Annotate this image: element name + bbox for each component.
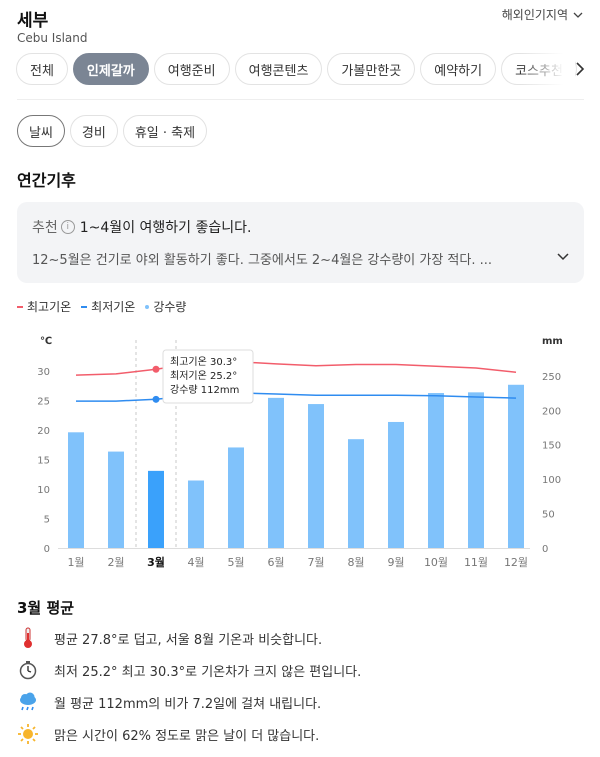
tab-booking[interactable]: 예약하기 [420, 53, 497, 85]
right-tick-label: 50 [542, 510, 555, 521]
chevron-right-icon [576, 62, 585, 76]
month-label: 9월 [387, 556, 404, 569]
legend-high-swatch [17, 305, 23, 308]
rain-bar[interactable] [388, 421, 404, 548]
legend-rain-swatch [145, 304, 150, 309]
main-tabs: 전체 인제갈까 여행준비 여행콘텐츠 가볼만한곳 예약하기 코스추천 [16, 53, 577, 85]
recommend-text: 1~4월이 여행하기 좋습니다. [79, 220, 252, 236]
stat-rain-text: 월 평균 112mm의 비가 7.2일에 걸쳐 내립니다. [54, 696, 322, 712]
legend-rain: 강수량 [145, 298, 186, 315]
rain-bar[interactable] [268, 397, 284, 548]
month-label: 6월 [267, 556, 284, 569]
climate-chart: ℃ mm 0 5 10 15 20 25 30 0 50 100 150 200 250 1월 2월 3월 4월 5월… [37, 336, 563, 569]
subtab-cost[interactable]: 경비 [69, 115, 118, 147]
left-tick-label: 30 [37, 367, 50, 378]
thermometer-icon [17, 627, 39, 649]
right-tick-label: 250 [542, 372, 561, 383]
chart-legend: 최고기온 최저기온 강수량 [17, 298, 186, 315]
legend-high: 최고기온 [17, 298, 71, 315]
rain-cloud-icon [17, 691, 39, 713]
clock-icon [17, 659, 39, 681]
tabs-next-button[interactable] [570, 58, 590, 80]
rain-bar[interactable] [188, 480, 204, 548]
month-label: 3월 [147, 555, 165, 569]
right-tick-label: 0 [542, 544, 548, 555]
right-tick-label: 200 [542, 406, 561, 417]
legend-low-swatch [81, 305, 88, 308]
left-axis-unit: ℃ [40, 336, 52, 347]
rain-bar[interactable] [68, 432, 84, 548]
chevron-down-icon [573, 12, 583, 18]
left-tick-label: 5 [44, 515, 50, 526]
stat-temperature: 평균 27.8°로 덥고, 서울 8월 기온과 비슷합니다. [17, 627, 322, 649]
stat-sunshine-text: 맑은 시간이 62% 정도로 맑은 날이 더 많습니다. [54, 728, 320, 744]
tab-preparation[interactable]: 여행준비 [153, 53, 230, 85]
high-temp-point [152, 365, 160, 373]
rain-bar[interactable] [508, 384, 524, 548]
chart-tooltip [162, 349, 254, 404]
recommend-label: 추천 [32, 220, 58, 236]
left-tick-label: 20 [37, 426, 50, 437]
low-temp-point [152, 395, 160, 403]
stat-temperature-text: 평균 27.8°로 덥고, 서울 8월 기온과 비슷합니다. [54, 632, 323, 648]
high-temp-line [75, 360, 517, 376]
month-label: 8월 [347, 556, 364, 569]
tab-places[interactable]: 가볼만한곳 [327, 53, 416, 85]
average-title: 3월 평균 [17, 599, 75, 617]
stat-sunshine: 맑은 시간이 62% 정도로 맑은 날이 더 많습니다. [17, 723, 319, 745]
divider [17, 99, 584, 100]
page-subtitle: Cebu Island [17, 31, 88, 45]
tooltip-line: 강수량 112mm [170, 384, 239, 396]
rain-bar[interactable] [308, 404, 324, 548]
left-tick-label: 10 [37, 485, 50, 496]
right-axis-unit: mm [542, 336, 563, 347]
legend-low: 최저기온 [81, 298, 135, 315]
tabs-fade [520, 50, 575, 88]
month-label: 11월 [464, 556, 488, 569]
rain-bar[interactable] [428, 393, 444, 548]
month-label: 5월 [227, 556, 244, 569]
stat-rain: 월 평균 112mm의 비가 7.2일에 걸쳐 내립니다. [17, 691, 321, 713]
right-tick-label: 150 [542, 441, 561, 452]
left-tick-label: 25 [37, 397, 50, 408]
rain-bar[interactable] [348, 439, 364, 548]
recommendation-box: 추천 i 1~4월이 여행하기 좋습니다. 12~5월은 건기로 야외 활동하기… [17, 202, 584, 283]
sun-icon [17, 723, 39, 745]
tab-content[interactable]: 여행콘텐츠 [234, 53, 323, 85]
month-label: 10월 [424, 556, 448, 569]
subtab-holidays[interactable]: 휴일 · 축제 [122, 115, 208, 147]
rain-bar[interactable] [108, 451, 124, 548]
info-icon[interactable]: i [60, 220, 75, 234]
tab-all[interactable]: 전체 [16, 53, 68, 85]
month-label: 1월 [67, 556, 84, 569]
region-dropdown[interactable]: 해외인기지역 [502, 6, 584, 23]
page-title: 세부 [17, 11, 49, 31]
rain-bar[interactable] [228, 447, 244, 548]
stat-range: 최저 25.2° 최고 30.3°로 기온차가 크지 않은 편입니다. [17, 659, 361, 681]
month-label: 4월 [187, 556, 204, 569]
right-tick-label: 100 [542, 475, 561, 486]
section-title: 연간기후 [17, 171, 76, 190]
tooltip-line: 최고기온 30.3° [170, 356, 237, 368]
tab-when-to-go[interactable]: 인제갈까 [72, 53, 149, 85]
month-label: 7월 [307, 556, 324, 569]
left-tick-label: 0 [44, 544, 50, 555]
month-label: 12월 [504, 556, 528, 569]
recommend-detail: 12~5월은 건기로 야외 활동하기 좋다. 그중에서도 2~4월은 강수량이 … [32, 253, 493, 268]
left-tick-label: 15 [37, 456, 50, 467]
stat-range-text: 최저 25.2° 최고 30.3°로 기온차가 크지 않은 편입니다. [54, 664, 362, 680]
subtab-weather[interactable]: 날씨 [17, 115, 65, 147]
rain-bar[interactable] [468, 392, 484, 548]
region-label: 해외인기지역 [501, 8, 568, 22]
sub-tabs: 날씨 경비 휴일 · 축제 [17, 115, 208, 147]
tooltip-line: 최저기온 25.2° [170, 370, 237, 382]
expand-chevron-icon[interactable] [556, 249, 570, 263]
rain-bar[interactable] [148, 470, 164, 548]
low-temp-line [76, 392, 517, 402]
month-label: 2월 [107, 556, 124, 569]
